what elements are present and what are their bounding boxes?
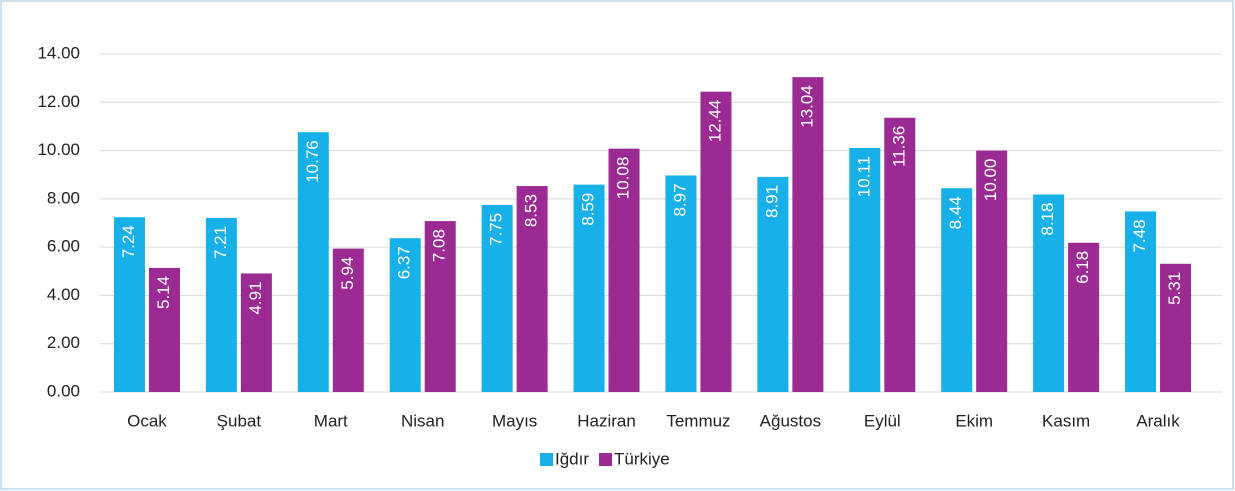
x-tick-label: Kasım bbox=[1042, 411, 1090, 430]
bar bbox=[1068, 242, 1100, 392]
bar bbox=[148, 267, 180, 392]
value-label: 5.31 bbox=[1165, 272, 1184, 305]
value-label: 6.18 bbox=[1073, 251, 1092, 284]
x-tick-label: Eylül bbox=[864, 411, 901, 430]
value-label: 8.18 bbox=[1038, 203, 1057, 236]
value-label: 13.04 bbox=[797, 85, 816, 128]
value-label: 6.37 bbox=[395, 246, 414, 279]
value-label: 10.00 bbox=[981, 159, 1000, 202]
legend-swatch bbox=[599, 453, 613, 466]
x-tick-label: Haziran bbox=[577, 411, 636, 430]
value-label: 7.21 bbox=[211, 226, 230, 259]
bar bbox=[941, 188, 973, 392]
value-label: 8.44 bbox=[946, 196, 965, 229]
y-tick-label: 4.00 bbox=[47, 285, 80, 304]
x-tick-label: Ocak bbox=[127, 411, 167, 430]
bar bbox=[976, 150, 1008, 392]
x-tick-label: Temmuz bbox=[666, 411, 730, 430]
legend-swatch bbox=[540, 453, 553, 466]
bar bbox=[757, 176, 789, 392]
x-tick-label: Mart bbox=[314, 411, 348, 430]
bar bbox=[516, 186, 548, 392]
y-tick-label: 14.00 bbox=[37, 43, 80, 62]
bar bbox=[1125, 211, 1157, 392]
value-label: 7.75 bbox=[487, 213, 506, 246]
value-label: 5.94 bbox=[338, 257, 357, 290]
bar bbox=[700, 91, 732, 393]
y-tick-label: 12.00 bbox=[37, 92, 80, 111]
value-label: 11.36 bbox=[889, 126, 908, 167]
value-label: 7.48 bbox=[1130, 219, 1149, 252]
value-label: 8.59 bbox=[579, 193, 598, 226]
bar bbox=[297, 132, 329, 393]
y-tick-label: 6.00 bbox=[47, 237, 80, 256]
value-label: 10.76 bbox=[303, 140, 322, 183]
value-label: 4.91 bbox=[246, 281, 265, 314]
value-label: 12.44 bbox=[705, 100, 724, 143]
x-tick-label: Nisan bbox=[401, 411, 444, 430]
y-tick-label: 10.00 bbox=[37, 140, 80, 159]
bar bbox=[884, 117, 916, 392]
value-label: 10.08 bbox=[614, 157, 633, 200]
bar bbox=[424, 221, 456, 392]
x-tick-label: Aralık bbox=[1136, 411, 1180, 430]
bar bbox=[240, 273, 272, 392]
bar bbox=[113, 217, 145, 392]
bar bbox=[205, 217, 237, 392]
bar bbox=[1160, 263, 1192, 392]
bar bbox=[332, 248, 364, 392]
legend-label: Türkiye bbox=[614, 449, 670, 468]
y-tick-label: 0.00 bbox=[47, 381, 80, 400]
y-tick-label: 2.00 bbox=[47, 333, 80, 352]
value-label: 8.91 bbox=[762, 185, 781, 218]
x-tick-label: Ağustos bbox=[760, 411, 821, 430]
value-label: 10.11 bbox=[854, 156, 873, 197]
bar bbox=[1033, 194, 1065, 392]
bar bbox=[792, 77, 824, 393]
value-label: 7.08 bbox=[430, 229, 449, 262]
bar bbox=[389, 238, 421, 392]
x-tick-label: Şubat bbox=[217, 411, 262, 430]
bar bbox=[481, 204, 513, 392]
value-label: 8.97 bbox=[670, 183, 689, 216]
x-tick-label: Ekim bbox=[955, 411, 993, 430]
y-tick-label: 8.00 bbox=[47, 188, 80, 207]
value-label: 7.24 bbox=[119, 225, 138, 258]
value-label: 8.53 bbox=[522, 194, 541, 227]
value-label: 5.14 bbox=[154, 276, 173, 309]
bar bbox=[849, 147, 881, 392]
x-tick-label: Mayıs bbox=[492, 411, 537, 430]
bar bbox=[665, 175, 697, 392]
legend-label: Iğdır bbox=[555, 449, 589, 468]
bar bbox=[573, 184, 605, 392]
bar bbox=[608, 148, 640, 392]
